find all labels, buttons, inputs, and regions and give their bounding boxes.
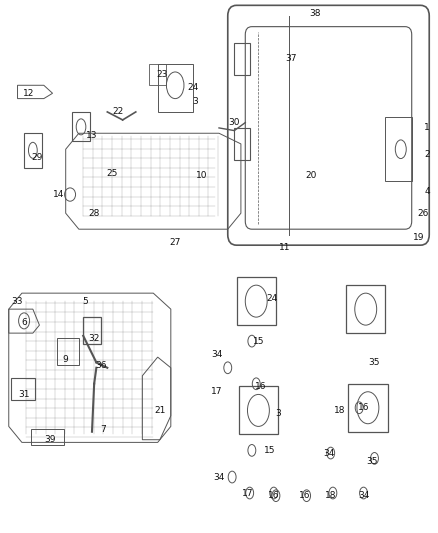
Text: 1: 1 <box>424 124 430 132</box>
Text: 24: 24 <box>266 294 277 303</box>
Text: 4: 4 <box>424 188 430 196</box>
Text: 16: 16 <box>358 403 369 412</box>
Bar <box>385 117 412 181</box>
Text: 23: 23 <box>156 70 168 79</box>
Text: 34: 34 <box>358 491 369 500</box>
Text: 30: 30 <box>229 118 240 127</box>
Bar <box>239 386 278 434</box>
Text: 13: 13 <box>86 132 98 140</box>
Text: 28: 28 <box>88 209 100 217</box>
Text: 37: 37 <box>286 54 297 63</box>
Text: 36: 36 <box>95 361 106 369</box>
Text: 25: 25 <box>106 169 117 177</box>
Text: 16: 16 <box>255 382 266 391</box>
Bar <box>348 384 388 432</box>
Text: 10: 10 <box>196 172 207 180</box>
Text: 34: 34 <box>211 350 223 359</box>
Text: 20: 20 <box>305 172 317 180</box>
Bar <box>234 128 250 160</box>
Text: 21: 21 <box>154 406 166 415</box>
Text: 18: 18 <box>325 491 336 500</box>
Bar <box>234 43 250 75</box>
Text: 15: 15 <box>253 337 264 345</box>
Bar <box>72 112 90 141</box>
Text: 15: 15 <box>264 446 275 455</box>
Text: 6: 6 <box>21 318 27 327</box>
Text: 2: 2 <box>424 150 430 159</box>
Text: 5: 5 <box>82 297 88 305</box>
Text: 31: 31 <box>18 390 30 399</box>
Bar <box>158 64 193 112</box>
Text: 35: 35 <box>367 457 378 465</box>
Text: 11: 11 <box>279 244 290 252</box>
Text: 18: 18 <box>334 406 345 415</box>
Text: 27: 27 <box>170 238 181 247</box>
Text: 22: 22 <box>113 108 124 116</box>
Text: 12: 12 <box>23 89 34 98</box>
Bar <box>346 285 385 333</box>
Bar <box>149 64 166 85</box>
Text: 9: 9 <box>63 356 69 364</box>
Text: 24: 24 <box>187 84 198 92</box>
Bar <box>31 429 64 445</box>
Text: 17: 17 <box>242 489 253 497</box>
Text: 19: 19 <box>413 233 424 241</box>
Bar <box>57 338 79 365</box>
Text: 16: 16 <box>268 491 279 500</box>
Text: 26: 26 <box>417 209 428 217</box>
Text: 35: 35 <box>369 358 380 367</box>
Bar <box>11 378 35 400</box>
Text: 14: 14 <box>53 190 65 199</box>
Text: 39: 39 <box>45 435 56 444</box>
Text: 32: 32 <box>88 334 100 343</box>
Bar <box>237 277 276 325</box>
Text: 29: 29 <box>32 153 43 161</box>
Text: 17: 17 <box>211 387 223 396</box>
Text: 34: 34 <box>213 473 225 481</box>
Text: 34: 34 <box>323 449 334 457</box>
Bar <box>83 317 101 344</box>
Text: 33: 33 <box>12 297 23 305</box>
Text: 16: 16 <box>299 491 310 500</box>
Text: 7: 7 <box>100 425 106 433</box>
Text: 38: 38 <box>310 9 321 18</box>
Text: 3: 3 <box>192 97 198 106</box>
Text: 3: 3 <box>275 409 281 417</box>
Bar <box>24 133 42 168</box>
